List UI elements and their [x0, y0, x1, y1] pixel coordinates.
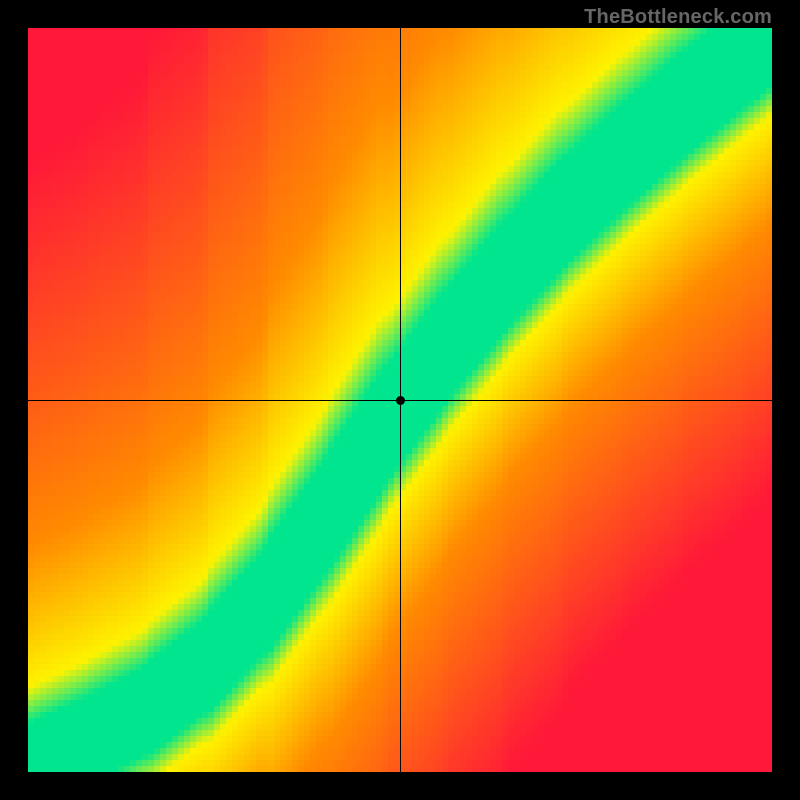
watermark-text: TheBottleneck.com — [584, 6, 772, 29]
chart-container: TheBottleneck.com — [0, 0, 800, 800]
marker-dot — [396, 396, 405, 405]
